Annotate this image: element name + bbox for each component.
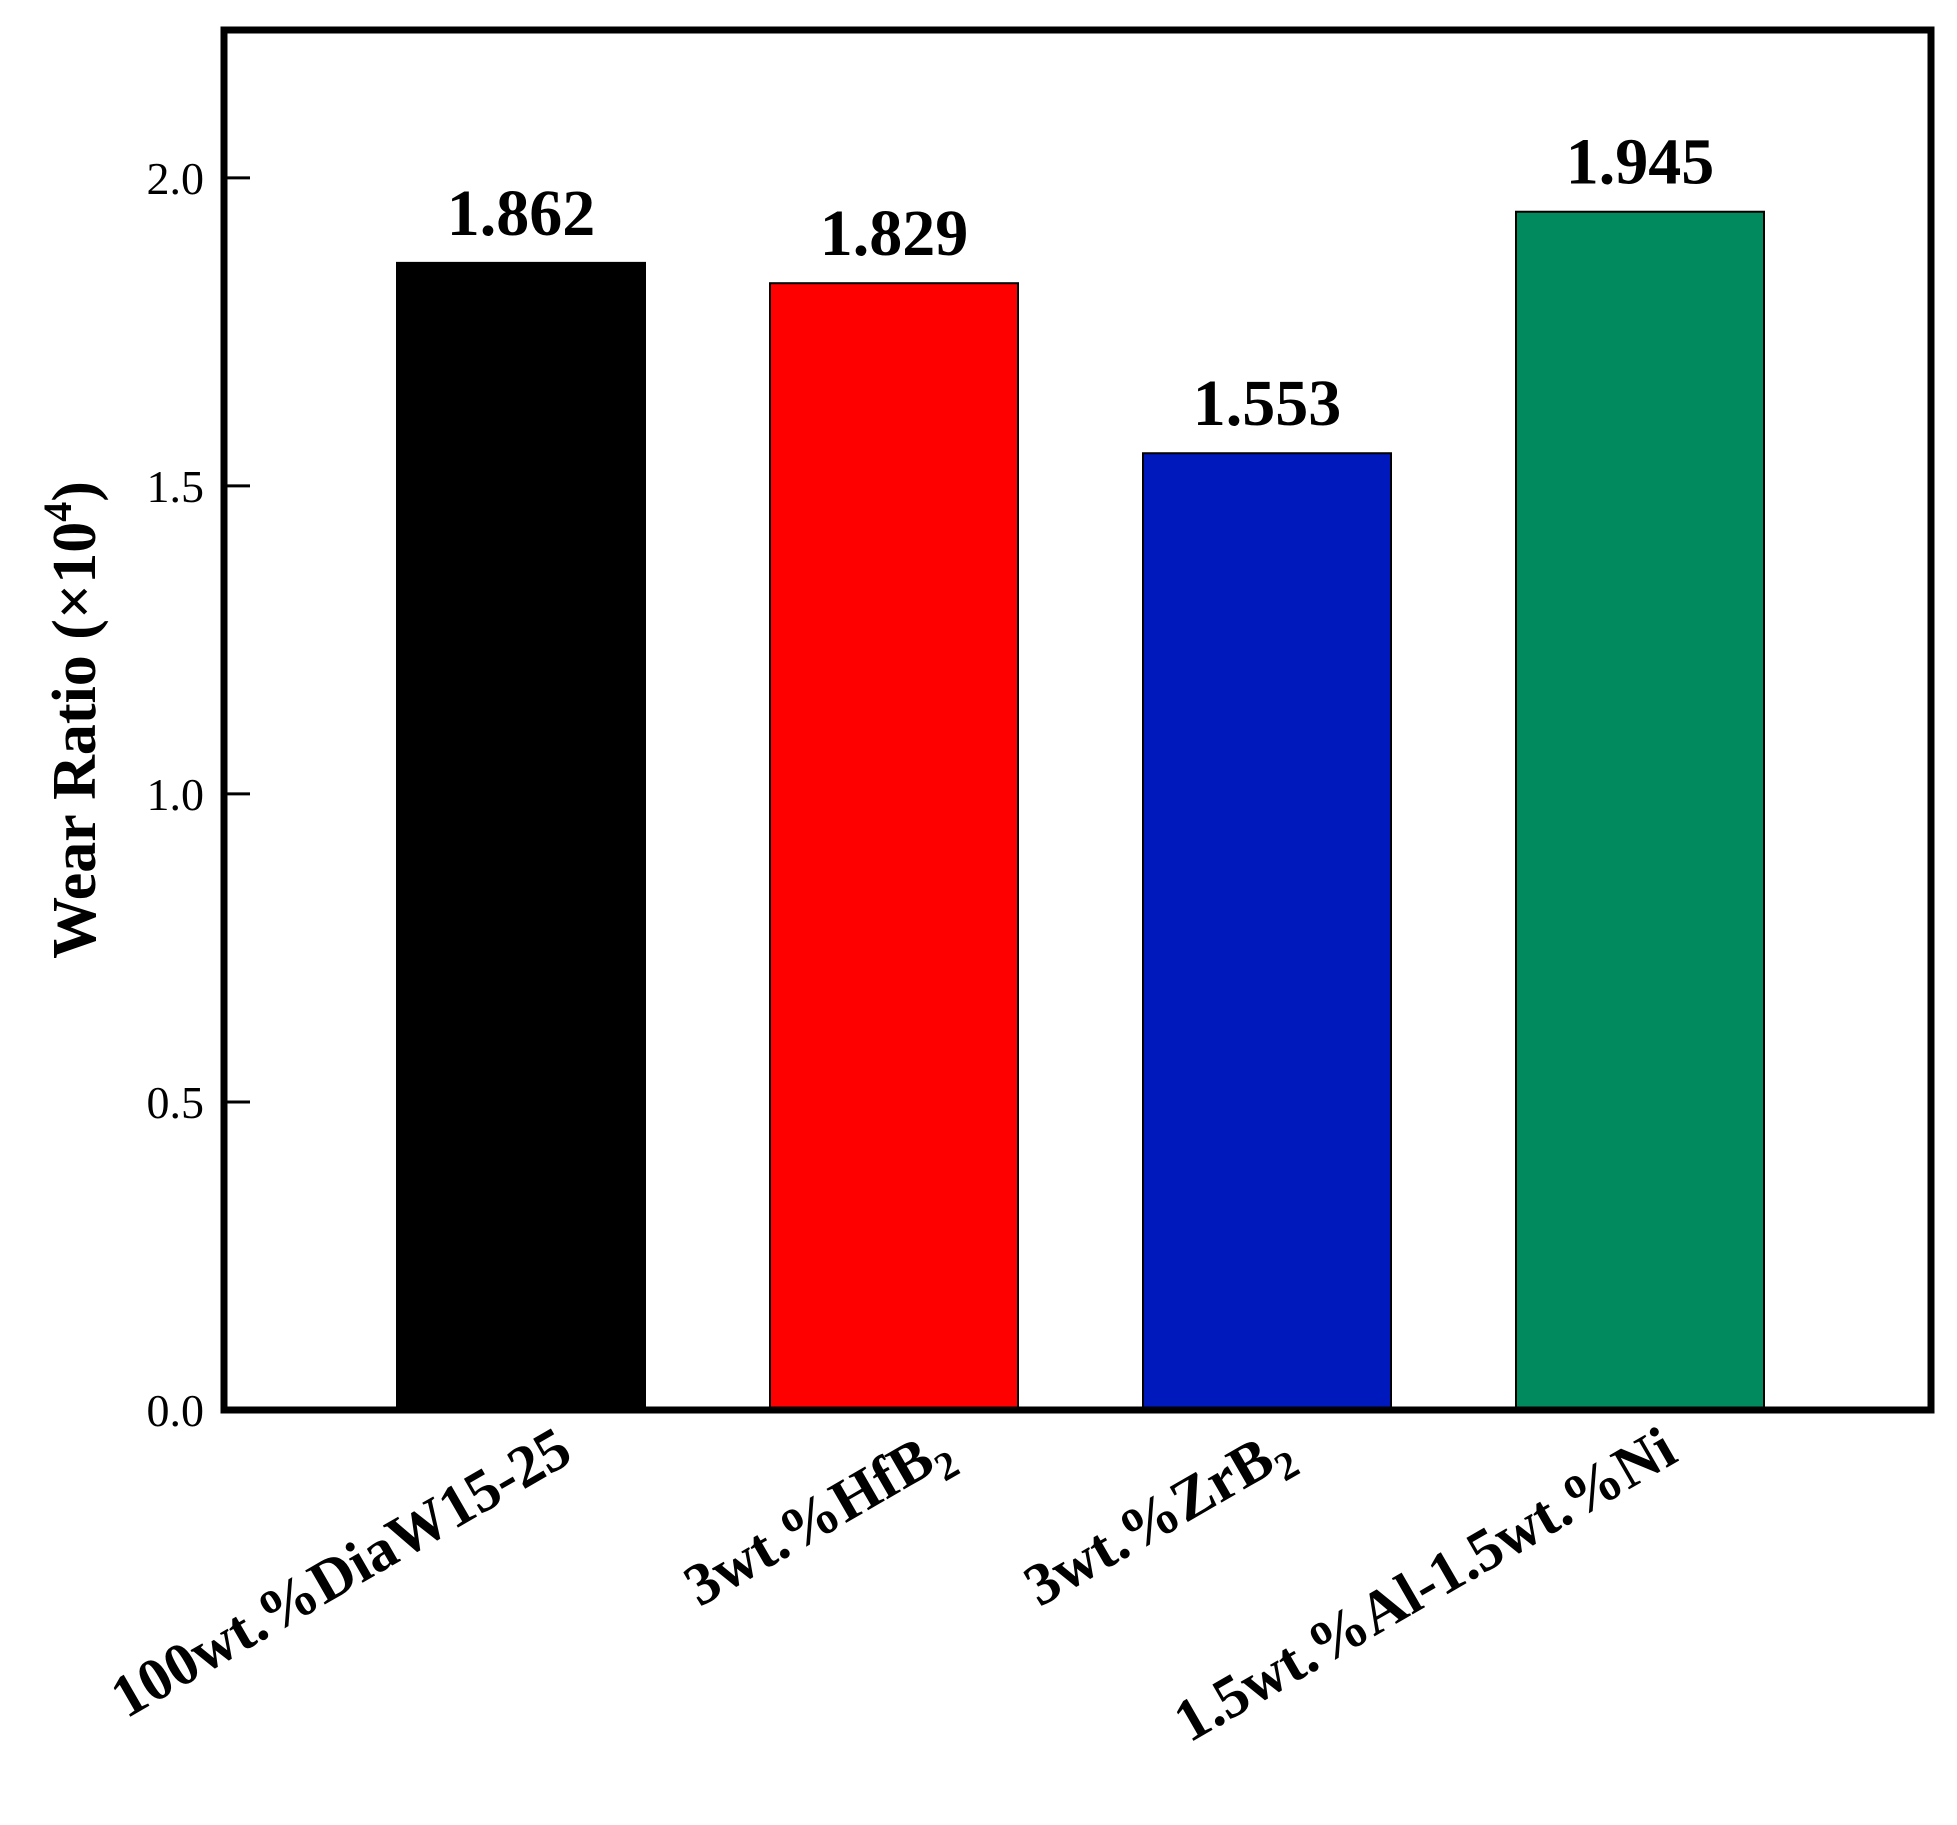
data-label-1: 1.862 <box>447 177 596 250</box>
x-category-label-3: 3wt.%ZrB2 <box>1013 1414 1306 1627</box>
x-category-label-1: 100wt.%DiaW15-25 <box>100 1414 582 1730</box>
bar-4 <box>1515 210 1765 1411</box>
bar-3 <box>1142 452 1392 1411</box>
y-axis-title-exponent: 4 <box>35 502 80 522</box>
x-category-label-2: 3wt.%HfB2 <box>673 1414 966 1627</box>
bars-layer <box>396 210 1765 1412</box>
bar-2 <box>769 282 1019 1412</box>
bar-1 <box>396 261 646 1411</box>
y-tick-label-4: 2.0 <box>147 153 205 204</box>
x-category-text: 3wt.%ZrB <box>1013 1424 1284 1619</box>
y-tick-label-0: 0.0 <box>147 1385 205 1436</box>
y-tick-label-1: 0.5 <box>147 1077 205 1128</box>
ticks-layer <box>224 176 250 1412</box>
y-tick-label-3: 1.5 <box>147 461 205 512</box>
x-category-text: 100wt.%DiaW15-25 <box>100 1414 582 1730</box>
y-tick-label-2: 1.0 <box>147 769 205 820</box>
y-axis-title: Wear Ratio (×104) <box>35 481 109 959</box>
plot-frame <box>220 26 1935 1414</box>
x-category-text: 3wt.%HfB <box>673 1424 944 1619</box>
data-label-2: 1.829 <box>820 197 969 270</box>
y-axis-title-close: ) <box>41 481 109 502</box>
data-label-4: 1.945 <box>1566 126 1715 199</box>
data-label-3: 1.553 <box>1193 367 1342 440</box>
y-axis-title-main: Wear Ratio (×10 <box>41 522 109 959</box>
